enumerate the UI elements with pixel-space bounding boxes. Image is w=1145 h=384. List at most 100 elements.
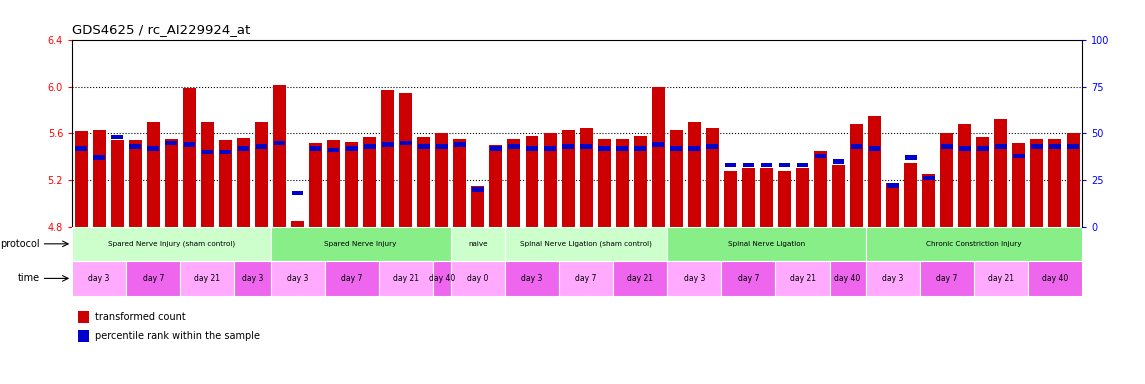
Bar <box>1013 154 1025 158</box>
Bar <box>325 261 379 296</box>
Bar <box>310 146 322 151</box>
Bar <box>652 87 665 227</box>
Bar <box>183 142 195 147</box>
Bar <box>706 144 718 149</box>
Bar <box>381 90 394 227</box>
Bar <box>724 170 737 227</box>
Text: day 7: day 7 <box>143 274 164 283</box>
Text: day 40: day 40 <box>835 274 861 283</box>
Bar <box>977 146 988 151</box>
Bar <box>220 150 231 154</box>
Bar <box>544 134 556 227</box>
Bar <box>866 261 919 296</box>
Bar <box>777 170 791 227</box>
Bar <box>559 261 614 296</box>
Text: day 3: day 3 <box>684 274 705 283</box>
Bar <box>832 159 844 164</box>
Bar <box>599 146 610 151</box>
Text: time: time <box>17 273 40 283</box>
Bar <box>742 168 755 227</box>
Bar <box>507 139 521 227</box>
Bar <box>126 261 180 296</box>
Bar <box>598 139 610 227</box>
Bar <box>274 141 285 145</box>
Bar <box>671 146 682 151</box>
Bar <box>435 134 449 227</box>
Text: day 0: day 0 <box>467 274 489 283</box>
Bar <box>633 136 647 227</box>
Bar <box>255 144 267 149</box>
Bar <box>743 163 755 167</box>
Bar <box>760 163 772 167</box>
Text: transformed count: transformed count <box>95 312 185 322</box>
Bar <box>832 165 845 227</box>
Bar <box>235 261 270 296</box>
Bar <box>995 144 1006 149</box>
Bar <box>581 144 592 149</box>
Bar <box>76 146 87 151</box>
Text: Spared Nerve Injury: Spared Nerve Injury <box>324 241 397 247</box>
Bar <box>994 119 1008 227</box>
Text: day 7: day 7 <box>937 274 957 283</box>
Text: Spinal Nerve Ligation (sham control): Spinal Nerve Ligation (sham control) <box>520 241 652 247</box>
Text: Chronic Constriction Injury: Chronic Constriction Injury <box>926 241 1021 247</box>
Bar <box>255 122 268 227</box>
Bar <box>364 144 376 149</box>
Text: day 3: day 3 <box>521 274 543 283</box>
Bar <box>451 261 505 296</box>
Bar <box>379 261 433 296</box>
Bar <box>148 146 159 151</box>
Bar <box>505 227 668 261</box>
Bar <box>472 187 483 192</box>
Bar <box>973 261 1028 296</box>
Bar <box>688 146 700 151</box>
Text: protocol: protocol <box>0 239 40 249</box>
Bar <box>436 144 448 149</box>
Bar <box>668 261 721 296</box>
Bar <box>472 186 484 227</box>
Bar <box>653 142 664 147</box>
Bar <box>270 227 451 261</box>
Bar <box>202 150 213 154</box>
Text: day 7: day 7 <box>341 274 362 283</box>
Bar <box>814 151 827 227</box>
Bar <box>958 124 971 227</box>
Text: day 7: day 7 <box>737 274 759 283</box>
Bar <box>165 139 177 227</box>
Bar <box>180 261 235 296</box>
Bar <box>400 141 411 145</box>
Bar <box>183 88 196 227</box>
Bar <box>919 261 973 296</box>
Bar <box>561 130 575 227</box>
Bar <box>1028 261 1082 296</box>
Bar <box>451 227 505 261</box>
Bar <box>668 227 866 261</box>
Bar <box>721 261 775 296</box>
Bar <box>508 144 520 149</box>
Text: day 21: day 21 <box>627 274 653 283</box>
Bar <box>905 156 916 160</box>
Bar <box>273 84 286 227</box>
Bar <box>490 146 502 151</box>
Bar <box>634 146 646 151</box>
Bar <box>327 141 340 227</box>
Bar <box>614 261 668 296</box>
Text: Spinal Nerve Ligation: Spinal Nerve Ligation <box>728 241 805 247</box>
Bar <box>616 146 627 151</box>
Bar <box>94 156 105 160</box>
Bar <box>93 130 105 227</box>
Bar <box>400 93 412 227</box>
Bar <box>815 154 827 158</box>
Bar <box>850 124 863 227</box>
Bar <box>418 144 429 149</box>
Bar <box>829 261 866 296</box>
Bar <box>922 174 935 227</box>
Bar <box>128 141 142 227</box>
Bar <box>453 139 466 227</box>
Text: day 7: day 7 <box>576 274 597 283</box>
Bar <box>345 142 358 227</box>
Bar <box>869 146 881 151</box>
Bar <box>417 137 431 227</box>
Bar <box>1032 144 1043 149</box>
Bar <box>670 130 682 227</box>
